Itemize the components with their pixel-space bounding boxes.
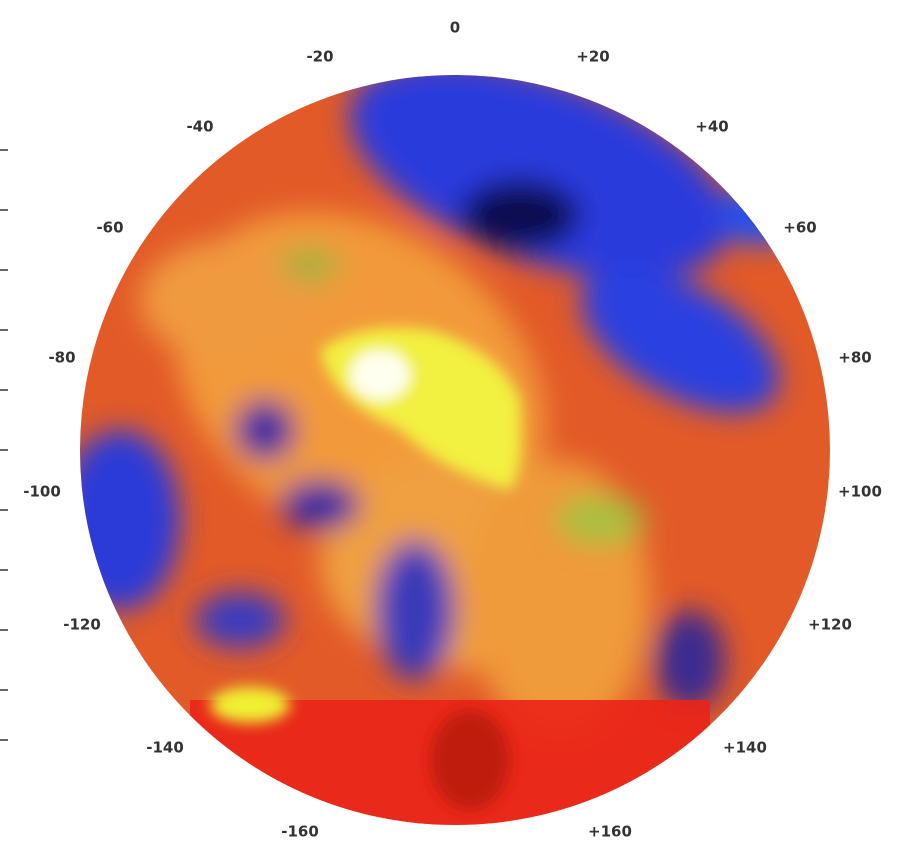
- angle-label: +160: [588, 823, 632, 841]
- angle-label: -20: [306, 48, 333, 66]
- angle-label: -100: [23, 483, 61, 501]
- angle-label: +100: [838, 483, 882, 501]
- angle-label: -120: [63, 616, 101, 634]
- angle-label: -160: [281, 823, 319, 841]
- angle-label: +20: [576, 48, 609, 66]
- angle-label: +140: [723, 739, 767, 757]
- angle-label: +80: [838, 349, 871, 367]
- heatmap-disk: [80, 75, 830, 825]
- angle-label: -80: [48, 349, 75, 367]
- angle-label: +120: [808, 616, 852, 634]
- angle-label: -60: [96, 219, 123, 237]
- angle-label: -140: [146, 739, 184, 757]
- angle-labels: 0 -20 +20 -40 +40 -60 +60 -80 +80 -100 +100 -120 +12…: [23, 19, 882, 841]
- angle-label: +60: [783, 219, 816, 237]
- angle-label: 0: [450, 19, 460, 37]
- angle-label: +40: [695, 118, 728, 136]
- angle-label: -40: [186, 118, 213, 136]
- left-ticks: [0, 149, 8, 741]
